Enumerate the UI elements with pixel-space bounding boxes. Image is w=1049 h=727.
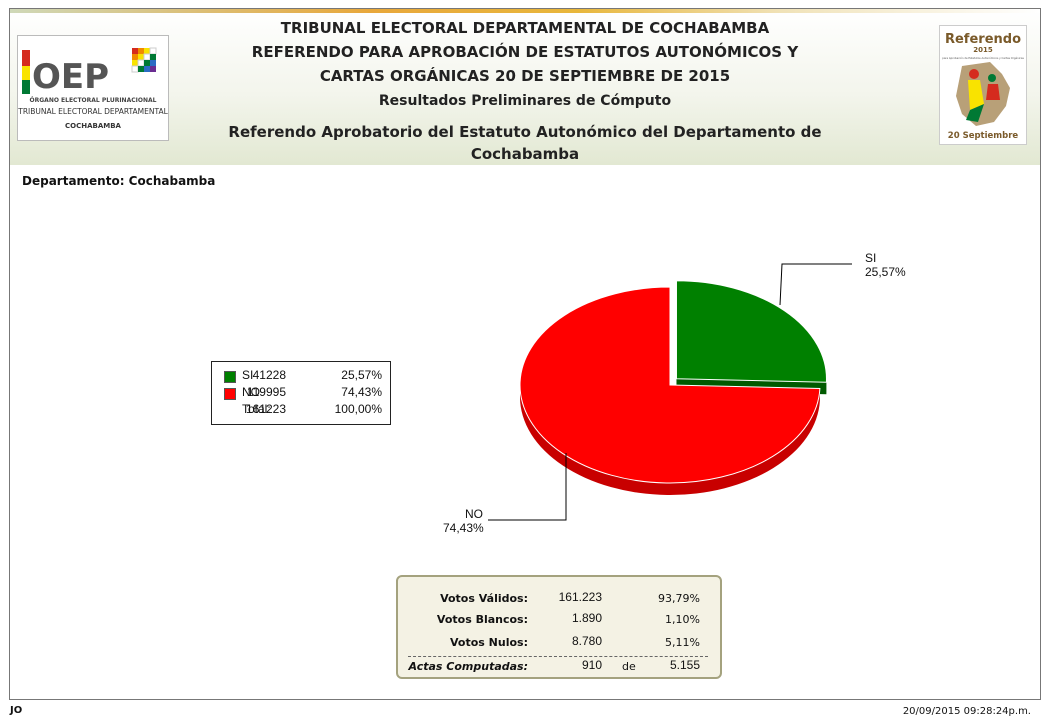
pie-label-no-name: NO bbox=[465, 507, 483, 521]
stat-percent-blancos: 1,10% bbox=[665, 613, 700, 626]
department-label: Departamento: Cochabamba bbox=[22, 174, 216, 188]
footer-operator: JO bbox=[10, 705, 23, 716]
stat-row-blancos: Votos Blancos: 1.890 1,10% bbox=[398, 610, 720, 630]
header-referendum-name: Referendo Aprobatorio del Estatuto Auton… bbox=[10, 121, 1040, 165]
stat-label-actas: Actas Computadas: bbox=[408, 660, 528, 673]
referendo-sub: para Aprobación de Estatutos Autonómicos… bbox=[942, 56, 1024, 60]
stats-separator bbox=[408, 656, 708, 657]
pie-leader-si bbox=[779, 263, 852, 306]
stat-label-blancos: Votos Blancos: bbox=[436, 613, 528, 626]
stat-value-actas: 910 bbox=[581, 658, 602, 672]
legend-name-si: SI bbox=[242, 368, 254, 382]
referendo-logo: Referendo 2015 para Aprobación de Estatu… bbox=[939, 25, 1027, 145]
referendo-word: Referendo bbox=[945, 32, 1021, 47]
legend-row-total: Total: 161223 100,00% bbox=[212, 402, 390, 418]
legend-row-no: NO 119995 74,43% bbox=[212, 385, 390, 401]
oep-logo: OEP bbox=[17, 35, 169, 141]
pie-leader-no bbox=[488, 453, 567, 521]
stat-actas-de: de bbox=[622, 660, 636, 673]
stat-value-nulos: 8.780 bbox=[571, 634, 602, 648]
stat-percent-validos: 93,79% bbox=[658, 592, 700, 605]
legend-percent-no: 74,43% bbox=[341, 385, 382, 399]
oep-logo-icon: OEP bbox=[17, 46, 169, 130]
vote-stats-panel: Votos Válidos: 161.223 93,79% Votos Blan… bbox=[396, 575, 722, 679]
pie-label-si-name: SI bbox=[865, 251, 877, 265]
legend-value-no: 119995 bbox=[246, 385, 286, 399]
legend-swatch-si bbox=[224, 371, 236, 383]
legend-value-total: 161223 bbox=[245, 402, 286, 416]
legend-row-si: SI 41228 25,57% bbox=[212, 368, 390, 384]
pie-chart bbox=[488, 263, 852, 521]
legend-value-si: 41228 bbox=[252, 368, 286, 382]
legend-name-no: NO bbox=[242, 385, 260, 399]
header-results-label: Resultados Preliminares de Cómputo bbox=[378, 93, 672, 109]
oep-dept: COCHABAMBA bbox=[65, 122, 122, 130]
oep-mark: OEP bbox=[32, 57, 109, 97]
referendum-name-line-2: Cochabamba bbox=[470, 145, 580, 163]
header-accent-bar bbox=[10, 9, 1040, 13]
report-frame: OEP bbox=[9, 8, 1041, 700]
pie-label-si-percent: 25,57% bbox=[865, 265, 906, 279]
footer-timestamp: 20/09/2015 09:28:24p.m. bbox=[902, 706, 1031, 717]
stat-total-actas: 5.155 bbox=[669, 658, 700, 672]
stat-row-actas: Actas Computadas: 910 de 5.155 bbox=[398, 657, 720, 677]
oep-tribunal: TRIBUNAL ELECTORAL DEPARTAMENTAL bbox=[18, 107, 168, 116]
stat-value-validos: 161.223 bbox=[558, 590, 602, 604]
header-title: TRIBUNAL ELECTORAL DEPARTAMENTAL DE COCH… bbox=[280, 19, 770, 37]
referendo-year: 2015 bbox=[973, 46, 993, 54]
referendo-date: 20 Septiembre bbox=[948, 131, 1019, 141]
stat-row-nulos: Votos Nulos: 8.780 5,11% bbox=[398, 633, 720, 653]
referendum-name-line-1: Referendo Aprobatorio del Estatuto Auton… bbox=[228, 123, 822, 141]
stat-percent-nulos: 5,11% bbox=[665, 636, 700, 649]
legend-percent-si: 25,57% bbox=[341, 368, 382, 382]
stat-label-validos: Votos Válidos: bbox=[440, 592, 528, 605]
legend-name-total: Total: bbox=[242, 402, 271, 416]
oep-org: ÓRGANO ELECTORAL PLURINACIONAL bbox=[30, 97, 157, 104]
pie-label-no-percent: 74,43% bbox=[443, 521, 484, 535]
stat-value-blancos: 1.890 bbox=[571, 611, 602, 625]
stat-row-validos: Votos Válidos: 161.223 93,79% bbox=[398, 589, 720, 609]
legend-swatch-no bbox=[224, 388, 236, 400]
pie-slice-no bbox=[519, 286, 821, 484]
header-subtitle-2: CARTAS ORGÁNICAS 20 DE SEPTIEMBRE DE 201… bbox=[319, 67, 731, 85]
stat-label-nulos: Votos Nulos: bbox=[450, 636, 528, 649]
legend-percent-total: 100,00% bbox=[334, 402, 382, 416]
pie-slice-si bbox=[675, 280, 827, 383]
referendo-logo-icon: Referendo 2015 para Aprobación de Estatu… bbox=[942, 32, 1024, 141]
chart-legend: SI 41228 25,57% NO 119995 74,43% Total: … bbox=[211, 361, 391, 425]
report-header: OEP bbox=[10, 9, 1040, 165]
header-subtitle-1: REFERENDO PARA APROBACIÓN DE ESTATUTOS A… bbox=[251, 43, 799, 61]
